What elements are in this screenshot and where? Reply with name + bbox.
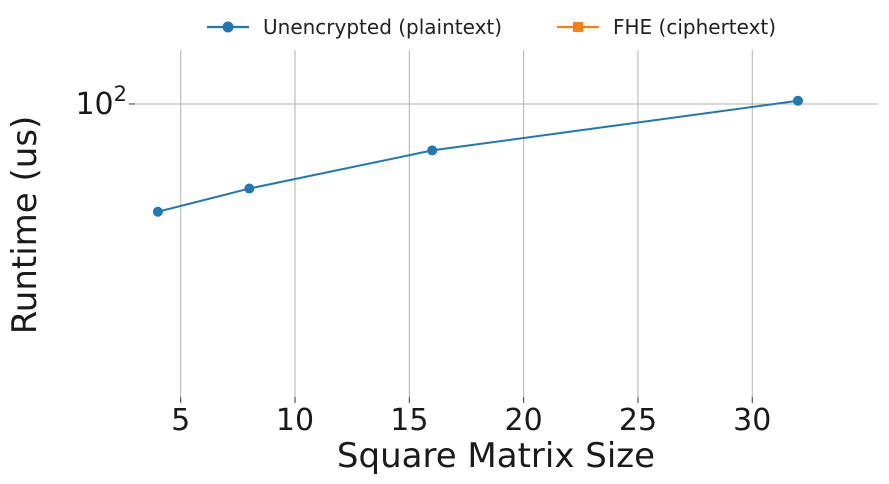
x-axis-title: Square Matrix Size (337, 436, 655, 476)
y-tick-label: 102 (75, 82, 127, 122)
data-point-0 (427, 145, 438, 156)
data-point-0 (244, 183, 255, 194)
x-tick-label: 15 (390, 403, 428, 438)
legend-marker-circle-icon (207, 21, 249, 33)
legend-item-plaintext: Unencrypted (plaintext) (205, 12, 502, 42)
x-tick-label: 20 (505, 403, 543, 438)
data-point-0 (152, 206, 163, 217)
data-point-0 (792, 95, 803, 106)
legend: Unencrypted (plaintext) FHE (ciphertext) (0, 12, 889, 42)
series-line-0 (157, 99, 799, 213)
x-axis-ticks: 5 10 15 20 25 30 (171, 397, 771, 438)
x-tick-label: 25 (619, 403, 657, 438)
series-layer (152, 95, 803, 217)
y-axis-title: Runtime (us) (5, 116, 45, 335)
legend-label-plaintext: Unencrypted (plaintext) (263, 15, 503, 39)
y-axis-ticks: 102104106108 (75, 82, 135, 122)
legend-item-fhe: FHE (ciphertext) (555, 12, 776, 42)
x-tick-label: 5 (171, 403, 190, 438)
x-tick-label: 30 (733, 403, 771, 438)
grid (135, 50, 878, 397)
legend-marker-square-icon (557, 22, 599, 32)
x-tick-label: 10 (276, 403, 314, 438)
legend-label-fhe: FHE (ciphertext) (613, 15, 777, 39)
